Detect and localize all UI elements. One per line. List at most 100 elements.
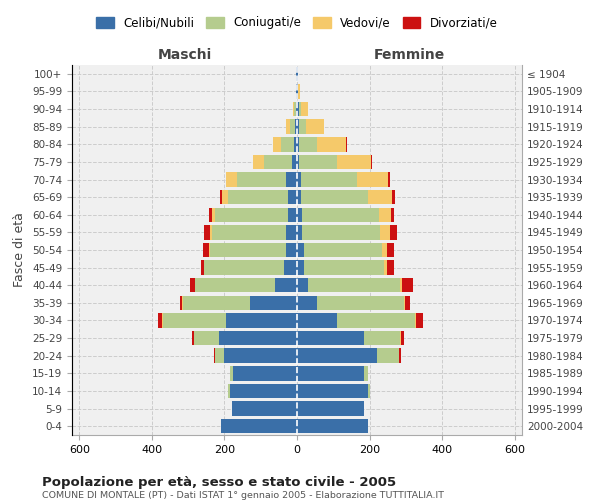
Bar [297,384,368,398]
Bar [297,314,337,328]
Bar [297,260,304,275]
Bar [387,243,394,257]
Bar [357,172,388,186]
Bar [400,348,401,363]
Bar [162,314,163,328]
Bar [203,243,209,257]
Bar [302,208,379,222]
Bar [237,172,286,186]
Bar [388,172,389,186]
Bar [297,296,317,310]
Bar [297,419,368,434]
Bar [286,172,297,186]
Bar [304,260,384,275]
Bar [210,225,212,240]
Bar [190,278,194,292]
Bar [299,120,306,134]
Bar [297,278,308,292]
Bar [210,243,286,257]
Bar [296,66,297,81]
Bar [297,331,364,345]
Bar [298,84,300,98]
Bar [337,154,371,169]
Bar [219,331,297,345]
Bar [228,384,230,398]
Bar [364,366,368,380]
Bar [232,402,297,416]
Bar [304,243,382,257]
Bar [293,102,294,117]
Bar [294,102,296,117]
Bar [297,172,301,186]
Bar [405,296,409,310]
Bar [297,102,299,117]
Bar [212,208,215,222]
Text: Maschi: Maschi [157,48,212,62]
Bar [224,348,297,363]
Bar [371,154,372,169]
Bar [204,260,205,275]
Bar [274,137,281,152]
Bar [297,225,302,240]
Bar [301,190,368,204]
Bar [317,137,346,152]
Bar [205,260,284,275]
Bar [215,348,224,363]
Bar [382,243,387,257]
Bar [404,296,405,310]
Bar [401,331,404,345]
Bar [297,243,304,257]
Bar [205,225,210,240]
Bar [233,366,297,380]
Bar [275,278,297,292]
Bar [297,348,377,363]
Bar [288,208,297,222]
Bar [221,419,297,434]
Bar [226,172,237,186]
Bar [297,402,364,416]
Bar [387,260,394,275]
Bar [297,84,298,98]
Bar [384,260,387,275]
Bar [230,384,297,398]
Bar [294,137,297,152]
Bar [400,331,401,345]
Bar [226,314,297,328]
Bar [392,190,395,204]
Bar [301,172,357,186]
Bar [297,208,302,222]
Bar [288,190,297,204]
Bar [250,296,297,310]
Bar [201,260,204,275]
Bar [299,102,301,117]
Bar [209,243,210,257]
Bar [281,137,294,152]
Bar [253,154,265,169]
Bar [380,225,389,240]
Bar [286,120,290,134]
Bar [194,331,219,345]
Bar [379,208,391,222]
Bar [286,243,297,257]
Legend: Celibi/Nubili, Coniugati/e, Vedovi/e, Divorziati/e: Celibi/Nubili, Coniugati/e, Vedovi/e, Di… [92,12,502,34]
Bar [377,348,398,363]
Bar [337,314,415,328]
Bar [301,102,308,117]
Bar [398,348,400,363]
Bar [302,225,380,240]
Bar [215,208,288,222]
Bar [368,190,392,204]
Bar [364,331,400,345]
Bar [163,314,226,328]
Bar [290,120,295,134]
Bar [297,66,298,81]
Bar [292,154,297,169]
Bar [402,278,413,292]
Bar [297,154,299,169]
Text: Popolazione per età, sesso e stato civile - 2005: Popolazione per età, sesso e stato civil… [42,476,396,489]
Bar [306,120,324,134]
Bar [296,102,297,117]
Bar [297,137,299,152]
Bar [400,278,402,292]
Bar [415,314,416,328]
